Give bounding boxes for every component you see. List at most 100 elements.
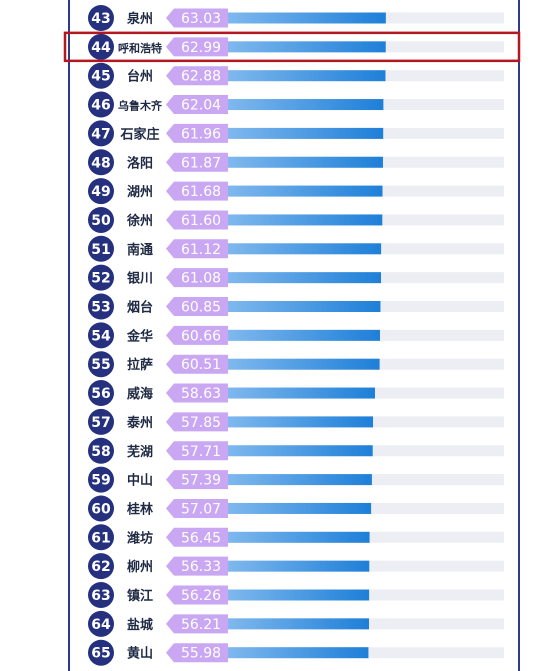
- value-tag: [166, 37, 228, 57]
- value-label: 62.88: [181, 69, 221, 85]
- rank-number: 64: [91, 617, 111, 633]
- rank-number: 65: [91, 646, 110, 662]
- value-tag: [166, 354, 228, 374]
- value-label: 60.85: [181, 300, 221, 316]
- city-name: 洛阳: [127, 155, 153, 171]
- ranking-row: 56.45 61 潍坊: [88, 524, 504, 551]
- value-tag: [166, 643, 228, 663]
- rank-number: 43: [91, 11, 110, 27]
- city-name: 泰州: [126, 415, 153, 431]
- city-name: 南通: [127, 242, 153, 258]
- rank-badge: [88, 351, 114, 378]
- value-label: 60.66: [181, 328, 221, 344]
- ranking-row: 61.96 47 石家庄: [88, 120, 504, 147]
- value-label: 62.99: [181, 40, 221, 56]
- value-tag: [166, 210, 228, 230]
- bar: [228, 560, 370, 572]
- rank-badge: [88, 62, 114, 89]
- city-name: 银川: [127, 271, 153, 287]
- rank-badge: [88, 639, 114, 666]
- ranking-row: 57.85 57 泰州: [88, 408, 504, 435]
- bar: [228, 387, 375, 399]
- rank-badge: [88, 178, 114, 205]
- rank-number: 59: [91, 473, 110, 489]
- rank-number: 58: [91, 444, 110, 460]
- ranking-row: 58.63 56 威海: [88, 380, 504, 407]
- bar: [228, 243, 382, 255]
- bar: [228, 41, 386, 53]
- rank-badge: [88, 437, 114, 464]
- value-label: 57.07: [181, 501, 221, 517]
- bar: [228, 589, 370, 601]
- bar: [228, 416, 374, 428]
- city-name: 石家庄: [119, 126, 159, 142]
- bar: [228, 329, 380, 341]
- bar: [228, 185, 383, 197]
- highlight-box: [63, 31, 521, 63]
- rank-number: 54: [91, 328, 111, 344]
- ranking-row: 61.08 52 银川: [88, 264, 504, 291]
- city-name: 乌鲁木齐: [118, 99, 163, 113]
- rank-badge: [88, 5, 114, 31]
- rank-badge: [88, 466, 114, 493]
- bar: [228, 358, 380, 370]
- value-label: 63.03: [181, 11, 221, 27]
- ranking-row: 56.21 64 盐城: [88, 610, 504, 637]
- rank-number: 49: [91, 184, 110, 200]
- city-name: 镇江: [127, 588, 153, 604]
- value-tag: [166, 8, 228, 28]
- ranking-row: 60.85 53 烟台: [88, 293, 504, 320]
- city-name: 潍坊: [127, 530, 153, 546]
- bar: [228, 272, 382, 284]
- rank-badge: [88, 293, 114, 320]
- rank-number: 47: [91, 126, 110, 142]
- value-label: 62.04: [181, 98, 221, 114]
- value-tag: [166, 95, 228, 115]
- value-label: 61.60: [181, 213, 221, 229]
- ranking-row: 57.71 58 芜湖: [88, 437, 504, 464]
- rank-number: 62: [91, 559, 110, 575]
- rank-number: 44: [91, 40, 111, 56]
- value-tag: [166, 383, 228, 403]
- value-label: 61.87: [181, 155, 221, 171]
- rank-number: 60: [91, 501, 111, 517]
- bar: [228, 618, 369, 630]
- rank-badge: [88, 380, 114, 407]
- value-label: 56.26: [181, 588, 221, 604]
- ranking-row: 61.12 51 南通: [88, 235, 504, 262]
- rank-number: 51: [91, 242, 110, 258]
- rank-badge: [88, 120, 114, 147]
- city-name: 威海: [127, 386, 153, 402]
- value-label: 56.45: [181, 530, 221, 546]
- ranking-row: 61.68 49 湖州: [88, 178, 504, 205]
- bar: [228, 502, 372, 514]
- rank-badge: [88, 408, 114, 435]
- value-tag: [166, 527, 228, 547]
- city-name: 盐城: [127, 617, 153, 633]
- bar: [228, 127, 384, 139]
- value-label: 56.21: [181, 617, 221, 633]
- value-tag: [166, 268, 228, 288]
- ranking-row: 60.66 54 金华: [88, 322, 504, 349]
- rank-number: 61: [91, 530, 110, 546]
- value-tag: [166, 239, 228, 259]
- city-name: 烟台: [127, 300, 153, 316]
- rank-badge: [88, 553, 114, 580]
- bar: [228, 647, 369, 659]
- city-name: 徐州: [126, 213, 153, 229]
- rank-number: 46: [91, 98, 110, 114]
- value-label: 61.96: [181, 126, 221, 142]
- rank-badge: [88, 235, 114, 262]
- bar: [228, 12, 386, 24]
- rank-number: 57: [91, 415, 110, 431]
- ranking-row: 62.88 45 台州: [88, 62, 504, 89]
- rank-number: 63: [91, 588, 110, 604]
- rank-badge: [88, 33, 114, 60]
- value-label: 57.71: [181, 444, 221, 460]
- city-name: 桂林: [126, 501, 153, 517]
- ranking-row: 62.04 46 乌鲁木齐: [88, 91, 504, 118]
- city-name: 芜湖: [127, 444, 153, 460]
- city-name: 台州: [127, 69, 153, 85]
- value-tag: [166, 325, 228, 345]
